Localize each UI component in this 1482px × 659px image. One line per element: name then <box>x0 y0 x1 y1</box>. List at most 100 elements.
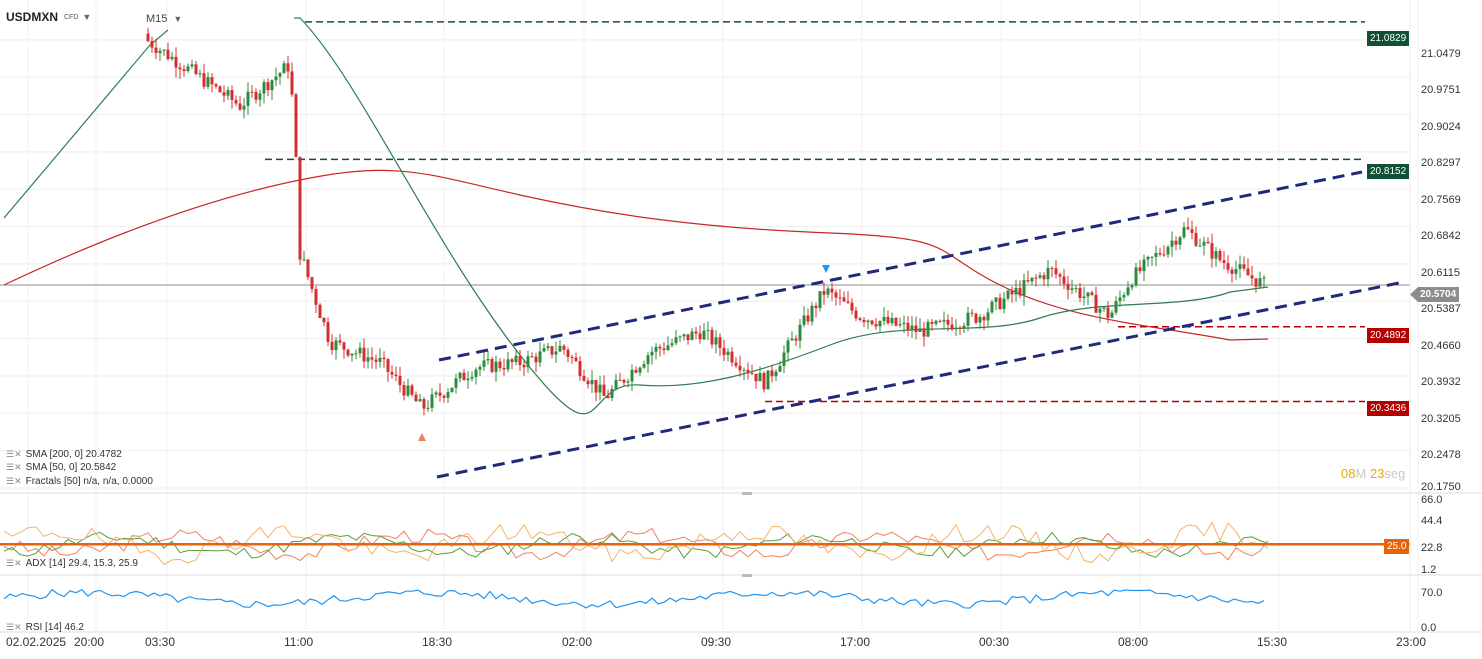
indicator-settings-icon[interactable]: ☰✕ <box>6 622 22 632</box>
candle-body <box>1082 296 1086 298</box>
candle-body <box>882 316 886 321</box>
candle-body <box>486 359 490 361</box>
symbol-dropdown-icon[interactable]: ▼ <box>82 12 92 22</box>
candle-body <box>1198 245 1202 247</box>
candle-body <box>578 361 582 377</box>
candle-body <box>466 378 470 381</box>
channel-lower-line <box>436 280 1405 479</box>
candle-body <box>574 357 578 362</box>
candle-body <box>874 324 878 327</box>
legend-sma50[interactable]: ☰✕ SMA [50, 0] 20.5842 <box>6 462 116 473</box>
candle-body <box>1138 267 1142 272</box>
candle-body <box>822 291 826 295</box>
candle-body <box>774 371 778 377</box>
legend-fractals[interactable]: ☰✕ Fractals [50] n/a, n/a, 0.0000 <box>6 476 153 487</box>
symbol-name[interactable]: USDMXN <box>6 10 59 24</box>
candle-body <box>810 305 814 322</box>
candle-body <box>886 316 890 324</box>
candle-body <box>442 395 446 398</box>
candle-body <box>1090 292 1094 295</box>
candle-body <box>410 385 414 395</box>
candle-body <box>282 63 286 74</box>
candle-body <box>1026 280 1030 282</box>
adx-panel <box>0 521 1410 566</box>
candle-body <box>1202 241 1206 246</box>
candle-body <box>950 324 954 330</box>
candle-body <box>1110 312 1114 318</box>
candle-body <box>470 376 474 379</box>
candle-body <box>630 369 634 382</box>
resistance-tag-2[interactable]: 20.8152 <box>1367 164 1410 179</box>
candle-body <box>1066 283 1070 290</box>
candle-body <box>1210 243 1214 259</box>
candle-body <box>678 336 682 338</box>
candle-body <box>1218 251 1222 261</box>
legend-rsi[interactable]: ☰✕ RSI [14] 46.2 <box>6 622 84 633</box>
candle-body <box>234 99 238 104</box>
candlestick-series <box>146 27 1266 416</box>
symbol-header: USDMXN CFD ▼ <box>6 10 91 24</box>
candle-body <box>454 378 458 388</box>
adx-tick: 44.4 <box>1421 515 1443 527</box>
trend-channel[interactable] <box>436 170 1405 479</box>
candle-body <box>222 92 226 96</box>
adx-plus-di-line <box>3 531 1269 559</box>
adx-tick: 66.0 <box>1421 494 1443 506</box>
candle-body <box>422 399 426 409</box>
candle-body <box>1174 240 1178 245</box>
candle-body <box>274 76 278 81</box>
indicator-settings-icon[interactable]: ☰✕ <box>6 449 22 459</box>
candle-body <box>246 91 250 106</box>
timeframe-dropdown-icon[interactable]: ▼ <box>173 14 183 24</box>
countdown-seconds: 23 <box>1369 466 1385 481</box>
candle-body <box>978 316 982 323</box>
candle-body <box>478 366 482 370</box>
candle-body <box>686 334 690 340</box>
candle-body <box>926 321 930 337</box>
candle-body <box>854 310 858 319</box>
candle-body <box>1178 237 1182 245</box>
candle-body <box>330 341 334 351</box>
candle-body <box>514 355 518 363</box>
candle-body <box>338 340 342 343</box>
candle-body <box>386 359 390 372</box>
candle-body <box>634 369 638 373</box>
candle-body <box>730 351 734 363</box>
indicator-settings-icon[interactable]: ☰✕ <box>6 476 22 486</box>
candle-body <box>782 352 786 366</box>
legend-sma200[interactable]: ☰✕ SMA [200, 0] 20.4782 <box>6 449 122 460</box>
adx-minus-di-line <box>3 527 1269 562</box>
support-tag-2[interactable]: 20.3436 <box>1367 401 1410 416</box>
indicator-settings-icon[interactable]: ☰✕ <box>6 462 22 472</box>
candle-body <box>1106 307 1110 318</box>
support-tag-1[interactable]: 20.4892 <box>1367 328 1410 343</box>
resistance-tag-1[interactable]: 21.0829 <box>1367 31 1410 46</box>
candle-body <box>418 399 422 402</box>
candle-body <box>326 322 330 342</box>
candle-body <box>770 370 774 377</box>
legend-adx[interactable]: ☰✕ ADX [14] 29.4, 15.3, 25.9 <box>6 558 138 569</box>
candle-body <box>402 385 406 396</box>
channel-upper-line <box>438 170 1363 362</box>
candle-body <box>534 356 538 363</box>
candle-body <box>270 80 274 91</box>
candle-body <box>650 351 654 356</box>
candle-body <box>930 321 934 324</box>
candle-body <box>970 312 974 314</box>
candle-body <box>990 301 994 313</box>
candle-body <box>374 359 378 362</box>
panel-separators[interactable] <box>0 0 1482 633</box>
candle-body <box>406 385 410 396</box>
rsi-line <box>3 588 1265 609</box>
candle-body <box>786 340 790 353</box>
candle-body <box>1118 297 1122 302</box>
candle-body <box>1162 254 1166 256</box>
candle-body <box>150 41 154 48</box>
candle-body <box>530 356 534 358</box>
candle-body <box>162 49 166 51</box>
timeframe-selector[interactable]: M15 ▼ <box>146 13 182 25</box>
candle-body <box>758 373 762 382</box>
adx-level-tag[interactable]: 25.0 <box>1384 539 1410 554</box>
indicator-settings-icon[interactable]: ☰✕ <box>6 558 22 568</box>
